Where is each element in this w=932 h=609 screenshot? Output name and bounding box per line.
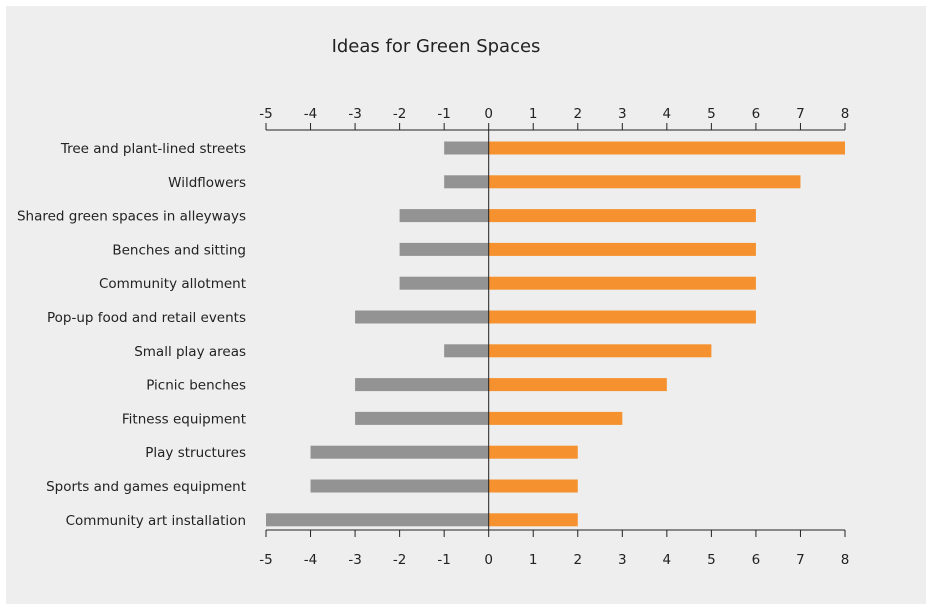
top-tick-label: 6 <box>752 106 761 122</box>
top-tick-label: 2 <box>573 106 582 122</box>
bottom-tick-label: 1 <box>529 552 538 568</box>
bottom-tick-label: 0 <box>484 552 493 568</box>
axes: -5 -5 -4 -4 -3 -3 -2 -2 -1 -1 0 0 1 1 2 2 3 3 4 4 5 5 6 6 7 7 8 8 <box>259 106 849 568</box>
bar-positive-3 <box>488 242 756 256</box>
bar-negative-4 <box>399 276 489 290</box>
bottom-tick-label: 4 <box>663 552 672 568</box>
top-tick-label: -1 <box>437 106 450 122</box>
bottom-tick-label: 5 <box>707 552 716 568</box>
bar-negative-3 <box>399 242 489 256</box>
category-label: Community allotment <box>99 276 246 292</box>
bottom-tick-label: -5 <box>259 552 272 568</box>
category-label: Shared green spaces in alleyways <box>17 209 246 225</box>
bar-positive-6 <box>488 344 712 358</box>
top-tick-label: 5 <box>707 106 716 122</box>
bar-negative-9 <box>310 445 489 459</box>
bar-positive-2 <box>488 209 756 223</box>
top-tick-label: 4 <box>663 106 672 122</box>
chart-panel <box>6 6 926 604</box>
bottom-tick-label: 2 <box>573 552 582 568</box>
bar-positive-11 <box>488 513 578 527</box>
top-tick-label: -5 <box>259 106 272 122</box>
category-label: Tree and plant-lined streets <box>60 141 246 157</box>
bar-negative-1 <box>444 175 489 189</box>
bottom-tick-label: 8 <box>841 552 850 568</box>
bar-positive-10 <box>488 479 578 493</box>
bar-negative-2 <box>399 209 489 223</box>
category-label: Picnic benches <box>146 378 246 394</box>
category-labels: Tree and plant-lined streets Wildflowers S… <box>17 141 246 529</box>
category-label: Sports and games equipment <box>46 479 246 495</box>
bar-negative-10 <box>310 479 489 493</box>
chart-title: Ideas for Green Spaces <box>332 36 541 57</box>
top-tick-label: -2 <box>393 106 406 122</box>
bottom-tick-label: 6 <box>752 552 761 568</box>
bottom-tick-label: -1 <box>437 552 450 568</box>
bars <box>266 141 845 527</box>
bar-positive-0 <box>488 141 845 155</box>
bar-positive-8 <box>488 411 623 425</box>
bar-negative-11 <box>266 513 489 527</box>
bottom-tick-label: -4 <box>304 552 317 568</box>
bottom-tick-label: 7 <box>796 552 805 568</box>
category-label: Wildflowers <box>168 175 246 191</box>
bar-negative-8 <box>355 411 489 425</box>
bar-positive-7 <box>488 378 667 392</box>
bar-negative-6 <box>444 344 489 358</box>
category-label: Community art installation <box>66 513 246 529</box>
top-tick-label: 1 <box>529 106 538 122</box>
top-tick-label: 3 <box>618 106 627 122</box>
bar-negative-7 <box>355 378 489 392</box>
top-tick-label: -3 <box>348 106 361 122</box>
bar-positive-5 <box>488 310 756 324</box>
category-label: Small play areas <box>134 344 246 360</box>
category-label: Pop-up food and retail events <box>47 310 246 326</box>
category-label: Play structures <box>145 445 246 461</box>
top-tick-label: 8 <box>841 106 850 122</box>
bar-negative-5 <box>355 310 489 324</box>
top-tick-label: -4 <box>304 106 317 122</box>
bottom-tick-label: -3 <box>348 552 361 568</box>
top-tick-label: 7 <box>796 106 805 122</box>
bar-positive-9 <box>488 445 578 459</box>
bar-positive-1 <box>488 175 801 189</box>
category-label: Benches and sitting <box>112 242 246 258</box>
bottom-tick-label: -2 <box>393 552 406 568</box>
bottom-tick-label: 3 <box>618 552 627 568</box>
top-tick-label: 0 <box>484 106 493 122</box>
category-label: Fitness equipment <box>122 411 246 427</box>
bar-positive-4 <box>488 276 756 290</box>
bar-negative-0 <box>444 141 489 155</box>
